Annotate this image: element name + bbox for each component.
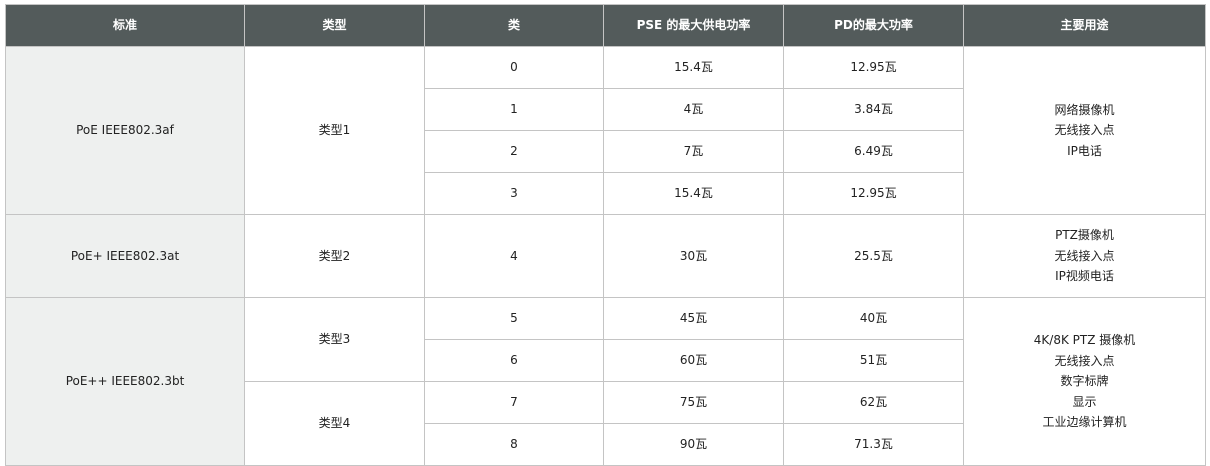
use-item: 无线接入点 xyxy=(1054,248,1115,263)
header-class: 类 xyxy=(424,4,604,47)
table-row: PoE++ IEEE802.3bt 类型3 5 45瓦 40瓦 4K/8K PTZ 摄像机… xyxy=(5,297,1206,466)
header-uses: 主要用途 xyxy=(963,4,1206,47)
header-pse-power: PSE 的最大供电功率 xyxy=(603,4,784,47)
table-row: 1 4瓦 3.84瓦 xyxy=(6,88,1206,131)
pse-power-cell: 90瓦 xyxy=(603,423,784,466)
pd-power-cell: 51瓦 xyxy=(783,339,964,382)
standard-cell: PoE IEEE802.3af xyxy=(5,46,245,215)
class-cell: 1 xyxy=(424,88,604,131)
pd-power-cell: 3.84瓦 xyxy=(783,88,964,131)
use-item: IP电话 xyxy=(1067,143,1102,158)
use-item: 工业边缘计算机 xyxy=(1042,415,1127,430)
use-item: 显示 xyxy=(1072,394,1097,409)
class-cell: 2 xyxy=(424,130,604,173)
pd-power-cell: 6.49瓦 xyxy=(783,130,964,173)
use-item: 无线接入点 xyxy=(1054,123,1115,138)
pd-power-cell: 25.5瓦 xyxy=(783,214,964,298)
pse-power-cell: 30瓦 xyxy=(603,214,784,298)
use-item: IP视频电话 xyxy=(1055,269,1114,284)
header-row: 标准 类型 类 PSE 的最大供电功率 PD的最大功率 主要用途 xyxy=(5,4,1206,47)
class-cell: 4 xyxy=(424,214,604,298)
pse-power-cell: 60瓦 xyxy=(603,339,784,382)
pse-power-cell: 4瓦 xyxy=(603,88,784,131)
use-item: 4K/8K PTZ 摄像机 xyxy=(1033,333,1136,348)
pse-power-cell: 7瓦 xyxy=(603,130,784,173)
class-cell: 7 xyxy=(424,381,604,424)
use-item: 网络摄像机 xyxy=(1054,102,1115,117)
pd-power-cell: 40瓦 xyxy=(783,297,964,340)
use-item: 无线接入点 xyxy=(1054,353,1115,368)
standard-cell: PoE++ IEEE802.3bt xyxy=(5,297,245,466)
class-cell: 0 xyxy=(424,46,604,89)
class-cell: 6 xyxy=(424,339,604,382)
pd-power-cell: 12.95瓦 xyxy=(783,46,964,89)
type-cell: 类型2 xyxy=(244,214,425,298)
use-item: 数字标牌 xyxy=(1060,374,1109,389)
type-cell: 类型4 xyxy=(244,381,425,466)
pd-power-cell: 62瓦 xyxy=(783,381,964,424)
uses-cell: PTZ摄像机 无线接入点 IP视频电话 xyxy=(963,214,1206,298)
class-cell: 3 xyxy=(424,172,604,215)
pd-power-cell: 12.95瓦 xyxy=(783,172,964,215)
type-cell: 类型1 xyxy=(244,46,425,215)
header-type: 类型 xyxy=(244,4,425,47)
pse-power-cell: 15.4瓦 xyxy=(603,46,784,89)
table-row: PoE IEEE802.3af 类型1 0 15.4瓦 12.95瓦 网络摄像机 无线接入点… xyxy=(5,46,1206,215)
class-cell: 5 xyxy=(424,297,604,340)
uses-cell: 4K/8K PTZ 摄像机 无线接入点数字标牌显示工业边缘计算机 xyxy=(963,297,1206,466)
uses-cell: 网络摄像机无线接入点 IP电话 xyxy=(963,46,1206,215)
pse-power-cell: 15.4瓦 xyxy=(603,172,784,215)
type-cell: 类型3 xyxy=(244,297,425,382)
poe-standards-table: 标准 类型 类 PSE 的最大供电功率 PD的最大功率 主要用途 PoE IEE… xyxy=(5,4,1206,466)
use-item: PTZ摄像机 xyxy=(1055,228,1114,243)
standard-cell: PoE+ IEEE802.3at xyxy=(5,214,245,298)
header-pd-power: PD的最大功率 xyxy=(783,4,964,47)
header-standard: 标准 xyxy=(5,4,245,47)
class-cell: 8 xyxy=(424,423,604,466)
pse-power-cell: 45瓦 xyxy=(603,297,784,340)
table-row: PoE+ IEEE802.3at 类型2 4 30瓦 25.5瓦 PTZ摄像机 无线接入点 I… xyxy=(5,214,1206,298)
pd-power-cell: 71.3瓦 xyxy=(783,423,964,466)
pse-power-cell: 75瓦 xyxy=(603,381,784,424)
table-row: 6 60瓦 51瓦 xyxy=(6,339,1206,382)
